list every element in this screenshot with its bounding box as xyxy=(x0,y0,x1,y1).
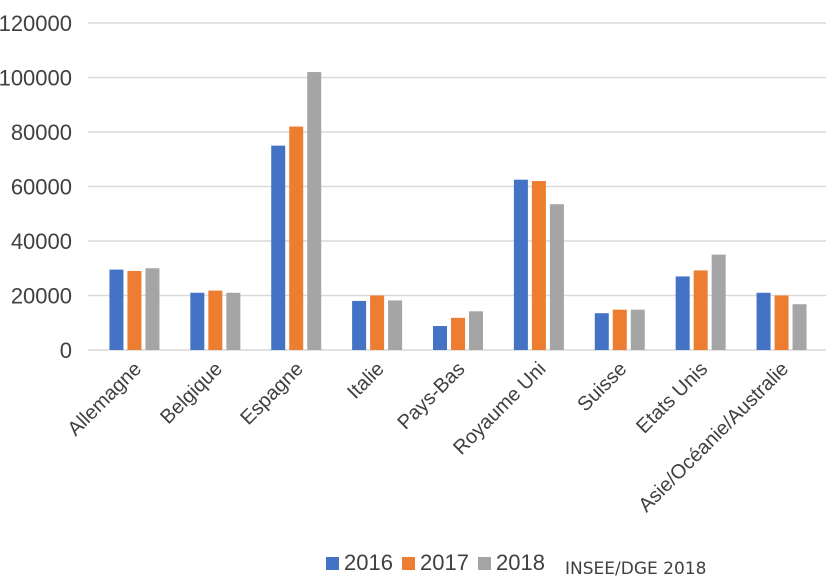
bar-2016-italie xyxy=(352,300,367,350)
y-tick-label: 100000 xyxy=(0,66,72,91)
bar-2018-asie-oc-anie-australie xyxy=(792,304,807,350)
x-category-label: Italie xyxy=(343,358,388,403)
bar-2018-suisse xyxy=(630,309,645,350)
bar-2017-royaume-uni xyxy=(531,181,546,350)
y-tick-label: 60000 xyxy=(11,175,72,200)
bar-2016-royaume-uni xyxy=(513,179,528,350)
y-tick-label: 120000 xyxy=(0,11,72,36)
bar-2018-etats-unis xyxy=(711,254,726,350)
y-axis-tick-labels: 0 20000 40000 60000 80000 100000 120000 xyxy=(0,11,72,363)
x-category-label: Etats Unis xyxy=(632,358,712,438)
x-category-label: Pays-Bas xyxy=(393,358,469,434)
bar-2017-pays-bas xyxy=(451,317,465,350)
bar-2018-royaume-uni xyxy=(549,204,564,350)
bar-2016-pays-bas xyxy=(433,326,447,350)
legend-label-2016: 2016 xyxy=(344,550,393,575)
bar-2016-etats-unis xyxy=(675,276,690,350)
x-category-label: Belgique xyxy=(156,358,227,429)
legend-swatch-2018 xyxy=(478,557,491,570)
bars xyxy=(109,72,807,351)
legend: 2016 2017 2018 xyxy=(326,550,545,575)
x-category-label: Asie/Océanie/Australie xyxy=(634,358,793,517)
legend-swatch-2016 xyxy=(326,557,339,570)
bar-2017-espagne xyxy=(289,126,304,350)
bar-2017-allemagne xyxy=(127,270,142,350)
bar-2016-allemagne xyxy=(109,269,124,350)
legend-label-2018: 2018 xyxy=(496,550,545,575)
bar-2018-italie xyxy=(388,300,403,350)
bar-2017-italie xyxy=(370,295,385,350)
bar-2016-asie-oc-anie-australie xyxy=(756,292,771,350)
y-tick-label: 0 xyxy=(60,338,72,363)
x-category-label: Espagne xyxy=(236,358,307,429)
legend-label-2017: 2017 xyxy=(420,550,469,575)
bar-2016-espagne xyxy=(271,145,286,350)
x-axis-category-labels: Allemagne Belgique Espagne Italie Pays-BasRo… xyxy=(64,358,794,517)
bar-2017-asie-oc-anie-australie xyxy=(774,295,789,350)
y-tick-label: 40000 xyxy=(11,229,72,254)
y-tick-label: 80000 xyxy=(11,120,72,145)
bar-2018-pays-bas xyxy=(469,311,483,350)
source-label: INSEE/DGE 2018 xyxy=(565,559,706,579)
legend-swatch-2017 xyxy=(402,557,415,570)
bar-2017-suisse xyxy=(612,309,627,350)
x-category-label: Suisse xyxy=(573,358,631,416)
bar-2017-belgique xyxy=(208,290,223,350)
bar-2016-belgique xyxy=(190,292,205,350)
bar-2018-allemagne xyxy=(145,268,160,350)
bar-2018-belgique xyxy=(226,292,241,350)
y-tick-label: 20000 xyxy=(11,284,72,309)
x-category-label: Allemagne xyxy=(64,358,146,440)
bar-2018-espagne xyxy=(307,72,322,351)
bar-2016-suisse xyxy=(594,313,609,350)
bar-2017-etats-unis xyxy=(693,270,708,350)
